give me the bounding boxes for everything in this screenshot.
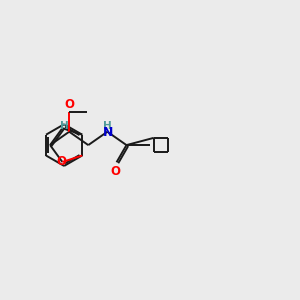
Text: H: H — [60, 121, 69, 130]
Text: N: N — [103, 126, 113, 139]
Text: O: O — [56, 155, 66, 169]
Text: O: O — [64, 98, 74, 111]
Text: O: O — [110, 165, 120, 178]
Text: H: H — [103, 121, 112, 131]
